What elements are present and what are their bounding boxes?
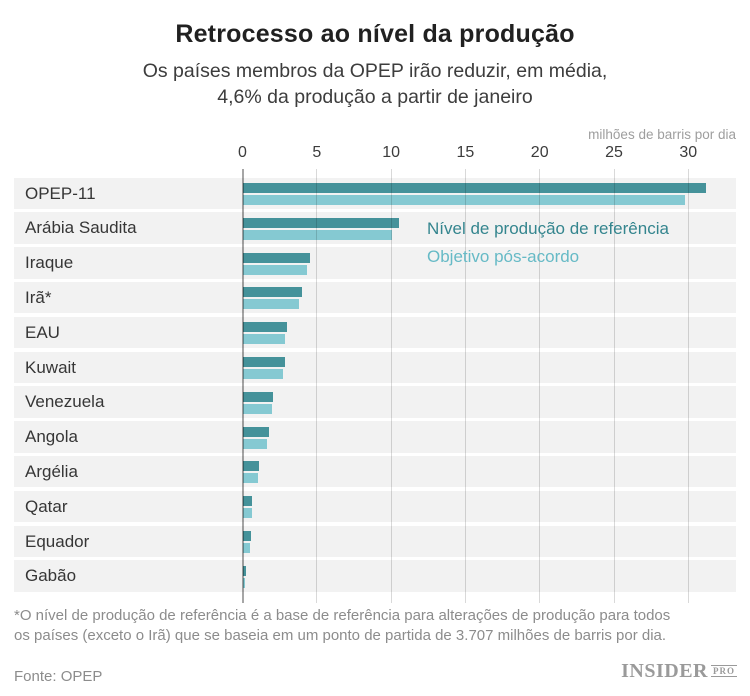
row-equador: Equador	[14, 525, 736, 557]
row-iraque: Iraque	[14, 247, 736, 279]
subtitle-line-2: 4,6% da produção a partir de janeiro	[217, 86, 533, 108]
x-axis-tick-20: 20	[530, 144, 549, 161]
row-label: Qatar	[25, 496, 68, 516]
target-bar	[242, 473, 258, 484]
row-label: Iraque	[25, 253, 74, 273]
row-label: Venezuela	[25, 392, 105, 412]
x-axis-tick-5: 5	[312, 144, 322, 161]
gridline-25	[613, 169, 615, 603]
row-eau: EAU	[14, 316, 736, 349]
target-bar	[242, 264, 308, 275]
reference-bar	[242, 461, 259, 472]
reference-bar	[242, 391, 274, 402]
row-label: Argélia	[25, 461, 78, 481]
row-qatar: Qatar	[14, 490, 736, 523]
source-label: Fonte: OPEP	[14, 668, 103, 685]
x-axis-tick-0: 0	[238, 144, 247, 161]
reference-bar	[242, 565, 246, 576]
reference-bar	[242, 252, 311, 263]
target-bar	[242, 438, 268, 449]
reference-bar	[242, 496, 253, 507]
logo-insider-text: INSIDER	[621, 660, 708, 682]
legend-reference-label: Nível de produção de referência	[427, 219, 669, 238]
gridline-10	[390, 169, 392, 603]
footnote: *O nível de produção de referência é a b…	[14, 606, 736, 646]
row-ar-bia-saudita: Arábia Saudita	[14, 212, 736, 244]
row-opep-11: OPEP-11	[14, 177, 736, 209]
row-kuwait: Kuwait	[14, 351, 736, 383]
target-bar	[242, 299, 299, 310]
gridline-30	[687, 169, 689, 603]
target-bar	[242, 229, 392, 240]
row-ir-: Irã*	[14, 281, 736, 314]
axis-unit-label: milhões de barris por dia	[588, 127, 736, 142]
target-bar	[242, 334, 286, 345]
row-label: OPEP-11	[25, 183, 96, 203]
target-bar	[242, 369, 283, 379]
bar-chart: OPEP-11 Arábia Saudita Iraque Irã* EAU Kuwait…	[0, 169, 750, 603]
row-gab-o: Gabão	[14, 560, 736, 592]
legend-target-label: Objetivo pós-acordo	[427, 247, 580, 266]
row-label: Gabão	[25, 566, 77, 586]
x-axis-tick-15: 15	[456, 144, 475, 161]
row-arg-lia: Argélia	[14, 455, 736, 488]
reference-bar	[242, 322, 288, 333]
reference-bar	[242, 357, 285, 367]
footnote-line-1: *O nível de produção de referência é a b…	[14, 607, 671, 624]
x-axis-tick-30: 30	[679, 144, 698, 161]
row-label: Kuwait	[25, 357, 77, 377]
row-angola: Angola	[14, 421, 736, 453]
target-bar	[242, 577, 246, 588]
x-axis-tick-labels: 0 5 10 15 20 25 30	[0, 144, 750, 164]
x-axis-tick-10: 10	[382, 144, 400, 161]
reference-bar	[242, 531, 251, 541]
target-bar	[242, 403, 272, 414]
logo-pro-badge: PRO	[711, 665, 737, 677]
row-label: Arábia Saudita	[25, 218, 137, 238]
row-label: EAU	[25, 322, 60, 342]
page-title: Retrocesso ao nível da produção	[175, 20, 575, 48]
insiderpro-logo: INSIDER PRO	[621, 660, 737, 683]
gridline-20	[539, 169, 541, 603]
reference-bar	[242, 217, 400, 228]
chart-subtitle: Os países membros da OPEP irão reduzir, …	[0, 58, 750, 110]
target-bar	[242, 543, 251, 553]
target-bar	[242, 508, 252, 519]
target-bar	[242, 195, 686, 205]
x-axis-tick-25: 25	[605, 144, 623, 161]
row-venezuela: Venezuela	[14, 386, 736, 418]
subtitle-line-1: Os países membros da OPEP irão reduzir, …	[142, 60, 608, 82]
row-label: Angola	[25, 427, 78, 447]
row-label: Equador	[25, 531, 90, 551]
reference-bar	[242, 183, 706, 193]
reference-bar	[242, 287, 302, 298]
gridline-15	[464, 169, 466, 603]
axis-zero-line	[241, 169, 244, 603]
row-label: Irã*	[25, 287, 52, 307]
footnote-line-2: os países (exceto o Irã) que se baseia e…	[14, 627, 667, 644]
gridline-5	[316, 169, 318, 603]
reference-bar	[242, 426, 269, 437]
